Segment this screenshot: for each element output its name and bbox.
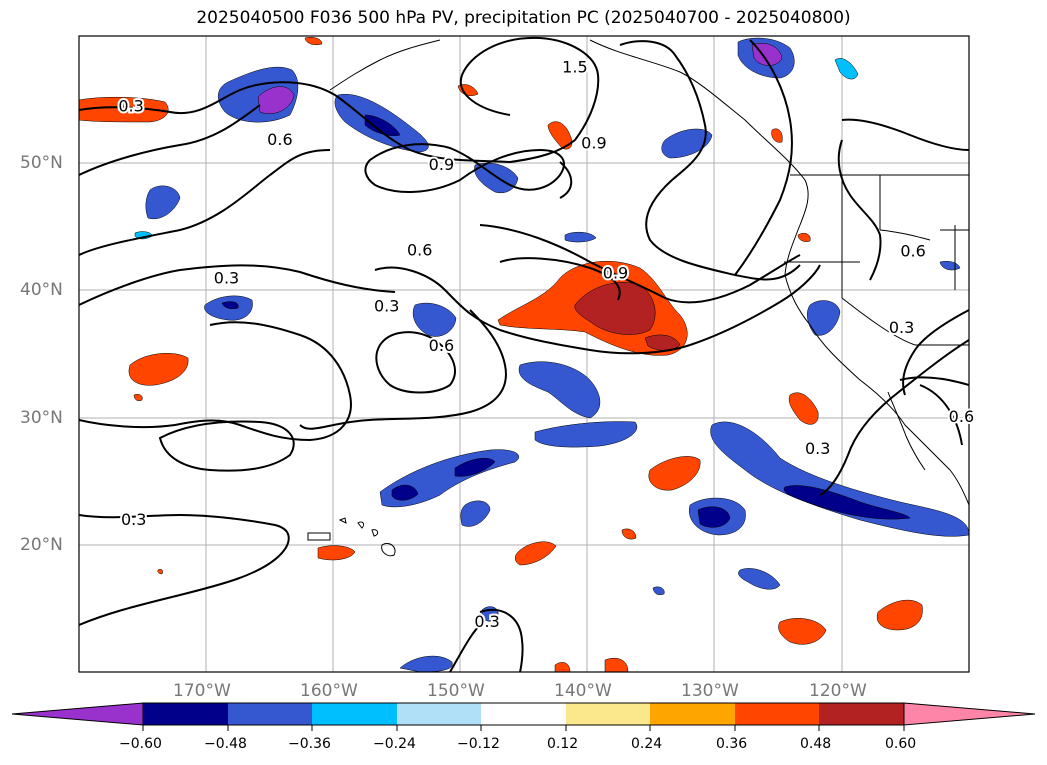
contour-label: 0.3 — [118, 97, 143, 116]
colorbar-tick-label: 0.60 — [885, 736, 917, 752]
colorbar-segment — [650, 703, 735, 725]
colorbar-segment — [735, 703, 819, 725]
colorbar-tick-label: −0.60 — [119, 736, 162, 752]
colorbar-min-extend — [11, 702, 144, 726]
contour-label: 0.3 — [374, 296, 399, 315]
colorbar-segment — [397, 703, 481, 725]
colorbar-frame — [142, 702, 905, 726]
colorbar-segment — [566, 703, 650, 725]
colorbar-tick-label: 0.12 — [547, 736, 579, 752]
colorbar-segment — [819, 703, 904, 725]
contour-labels: 0.3 0.6 1.5 0.9 0.9 0.6 0.3 0.3 0.6 0.9 0.6 0.3 0.3 0… — [116, 55, 976, 633]
contour-label: 0.6 — [949, 407, 974, 426]
colorbar-tick-label: −0.24 — [373, 736, 416, 752]
contour-label: 0.6 — [407, 241, 432, 260]
colorbar-segment — [228, 703, 312, 725]
pv-contours — [79, 36, 969, 672]
colorbar-segment — [481, 703, 566, 725]
contour-label: 0.9 — [603, 263, 628, 282]
colorbar-max-extend — [903, 702, 1036, 726]
lon-label-130w: 130°W — [681, 681, 739, 701]
lon-label-170w: 170°W — [173, 681, 231, 701]
colorbar-segment — [143, 703, 228, 725]
colorbar-tick-label: −0.12 — [457, 736, 500, 752]
lon-label-150w: 150°W — [427, 681, 485, 701]
contour-label: 0.6 — [429, 336, 454, 355]
map-frame — [78, 35, 970, 673]
contour-label: 0.6 — [900, 242, 925, 261]
contour-label: 0.3 — [474, 612, 499, 631]
colorbar-tick-label: 0.24 — [631, 736, 663, 752]
contour-label: 0.6 — [267, 130, 292, 149]
map-panel — [79, 36, 969, 672]
colorbar-tick-label: −0.36 — [288, 736, 331, 752]
lon-label-120w: 120°W — [809, 681, 867, 701]
gridlines — [79, 36, 969, 672]
lat-label-30n: 30°N — [20, 408, 63, 428]
lat-label-50n: 50°N — [20, 153, 63, 173]
contour-label: 1.5 — [562, 57, 587, 76]
colorbar-tick-label: 0.36 — [716, 736, 748, 752]
colorbar-segment — [312, 703, 397, 725]
lat-label-40n: 40°N — [20, 280, 63, 300]
contour-label: 0.3 — [889, 318, 914, 337]
colorbar — [11, 702, 1036, 731]
contour-label: 0.3 — [214, 269, 239, 288]
negative-precip-anomalies — [134, 37, 969, 672]
lon-label-140w: 140°W — [554, 681, 612, 701]
contour-label: 0.3 — [805, 439, 830, 458]
colorbar-tick-label: −0.48 — [204, 736, 247, 752]
contour-label: 0.3 — [121, 510, 146, 529]
contour-label: 0.9 — [429, 155, 454, 174]
map-title: 2025040500 F036 500 hPa PV, precipitatio… — [196, 8, 851, 28]
colorbar-tick-label: 0.48 — [800, 736, 832, 752]
hawaiian-islands — [307, 517, 396, 557]
lon-label-160w: 160°W — [300, 681, 358, 701]
lat-label-20n: 20°N — [20, 535, 63, 555]
coastlines — [329, 39, 969, 506]
contour-label: 0.9 — [581, 134, 606, 153]
